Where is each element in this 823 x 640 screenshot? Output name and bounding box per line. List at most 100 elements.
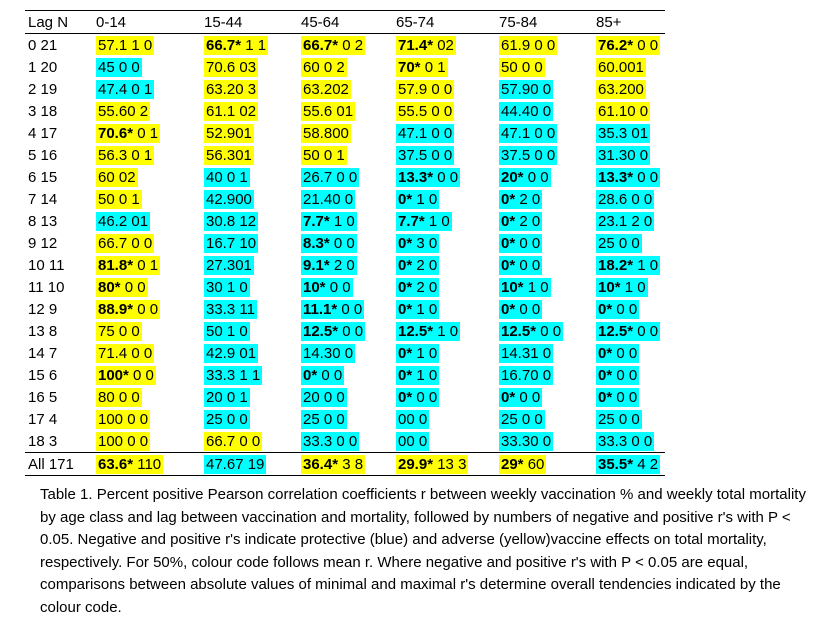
counts: 60 — [527, 455, 545, 473]
percent: 70.6* — [98, 124, 134, 142]
value-cell: 14.31 0 — [496, 342, 593, 364]
value-cell: 25 0 0 — [496, 408, 593, 430]
value-cell: 0* 0 0 — [593, 342, 665, 364]
highlight: 76.2* 0 0 — [596, 35, 661, 55]
value-cell: 26.7 0 0 — [298, 166, 393, 188]
counts: 0 — [639, 146, 649, 164]
value-cell: 37.5 0 0 — [393, 144, 496, 166]
counts: 2 0 — [416, 278, 438, 296]
value-cell: 7.7* 1 0 — [393, 210, 496, 232]
highlight: 60.001 — [596, 57, 646, 77]
highlight: 31.30 0 — [596, 145, 651, 165]
percent: 70* — [398, 58, 421, 76]
value-cell: 0* 0 0 — [593, 386, 665, 408]
value-cell: 60.001 — [593, 56, 665, 78]
value-cell: 20 0 0 — [298, 386, 393, 408]
highlight: 33.30 0 — [499, 431, 554, 451]
lag-cell: 16 5 — [28, 388, 58, 406]
table-row: 7 14 50 0 1 42.900 21.40 0 0* 1 0 0* 2 0 28.6 … — [25, 188, 665, 210]
percent: 0* — [501, 256, 516, 274]
percent: 18.2* — [598, 256, 634, 274]
percent: 33.3 — [598, 432, 628, 450]
percent: 0* — [398, 234, 413, 252]
counts: 0 0 — [437, 168, 459, 186]
value-cell: 12.5* 0 0 — [593, 320, 665, 342]
highlight: 29* 60 — [499, 454, 547, 474]
highlight: 00 0 — [396, 431, 430, 451]
counts: 0 0 — [342, 322, 364, 340]
percent: 35.3 — [598, 124, 628, 142]
value-cell: 71.4* 02 — [393, 34, 496, 57]
counts: 01 — [631, 124, 649, 142]
highlight: 0* 2 0 — [396, 255, 440, 275]
percent: 12.5* — [303, 322, 339, 340]
table-row: 18 3 100 0 0 66.7 0 0 33.3 0 0 00 0 33.30 0 33… — [25, 430, 665, 453]
highlight: 47.1 0 0 — [499, 123, 558, 143]
value-cell: 45 0 0 — [93, 56, 201, 78]
value-cell: 31.30 0 — [593, 144, 665, 166]
highlight: 75 0 0 — [96, 321, 142, 341]
counts: 0 0 — [124, 278, 146, 296]
header-cell: 45-64 — [298, 10, 393, 34]
highlight: 33.3 0 0 — [301, 431, 360, 451]
highlight: 47.67 19 — [204, 454, 267, 474]
value-cell: 16.70 0 — [496, 364, 593, 386]
counts: 2 0 — [519, 212, 541, 230]
highlight: 40 0 1 — [204, 167, 250, 187]
counts: 0 1 — [137, 124, 159, 142]
counts: 0 1 — [118, 190, 140, 208]
percent: 10* — [303, 278, 326, 296]
percent: 61.10 — [598, 102, 636, 120]
counts: 0 0 — [521, 410, 543, 428]
counts: 1 0 — [333, 212, 355, 230]
percent: 0* — [398, 278, 413, 296]
percent: 8.3* — [303, 234, 330, 252]
highlight: 52.901 — [204, 123, 254, 143]
table-row: 4 17 70.6* 0 1 52.901 58.800 47.1 0 0 47.1 0 … — [25, 122, 665, 144]
highlight: 0* 2 0 — [396, 277, 440, 297]
percent: 29.9* — [398, 455, 434, 473]
value-cell: 47.67 19 — [201, 452, 298, 476]
counts: 1 0 — [226, 278, 248, 296]
highlight: 60 0 2 — [301, 57, 347, 77]
counts: 4 2 — [637, 455, 659, 473]
counts: 2 0 — [631, 212, 653, 230]
percent: 50 — [206, 322, 223, 340]
percent: 57.1 — [98, 36, 128, 54]
value-cell: 0* 1 0 — [393, 364, 496, 386]
percent: 12.5* — [598, 322, 634, 340]
counts: 0 0 — [519, 388, 541, 406]
counts: 0 0 — [616, 366, 638, 384]
lag-cell: All 171 — [25, 452, 93, 476]
highlight: 20 0 1 — [204, 387, 250, 407]
highlight: 21.40 0 — [301, 189, 356, 209]
percent: 33.30 — [501, 432, 539, 450]
highlight: 13.3* 0 0 — [396, 167, 461, 187]
value-cell: 42.9 01 — [201, 342, 298, 364]
percent: 80* — [98, 278, 121, 296]
highlight: 18.2* 1 0 — [596, 255, 661, 275]
counts: 0 0 — [631, 432, 653, 450]
percent: 0* — [398, 190, 413, 208]
value-cell: 12.5* 1 0 — [393, 320, 496, 342]
percent: 7.7* — [303, 212, 330, 230]
highlight: 42.900 — [204, 189, 254, 209]
value-cell: 28.6 0 0 — [593, 188, 665, 210]
highlight: 66.7 0 0 — [96, 233, 155, 253]
value-cell: 10* 1 0 — [496, 276, 593, 298]
value-cell: 9.1* 2 0 — [298, 254, 393, 276]
counts: 0 0 — [341, 300, 363, 318]
percent: 66.7* — [303, 36, 339, 54]
percent: 0* — [398, 366, 413, 384]
value-cell: 0* 2 0 — [393, 254, 496, 276]
highlight: 50 0 0 — [499, 57, 545, 77]
value-cell: 33.3 1 1 — [201, 364, 298, 386]
counts: 1 0 — [416, 366, 438, 384]
value-cell: 75 0 0 — [93, 320, 201, 342]
counts: 10 — [239, 234, 257, 252]
table-row: 2 19 47.4 0 1 63.20 3 63.202 57.9 0 0 57.90 0… — [25, 78, 665, 100]
table-row: 16 5 80 0 0 20 0 1 20 0 0 0* 0 0 0* 0 0 0* 0 0 — [25, 386, 665, 408]
percent: 75 — [98, 322, 115, 340]
highlight: 33.3 0 0 — [596, 431, 655, 451]
